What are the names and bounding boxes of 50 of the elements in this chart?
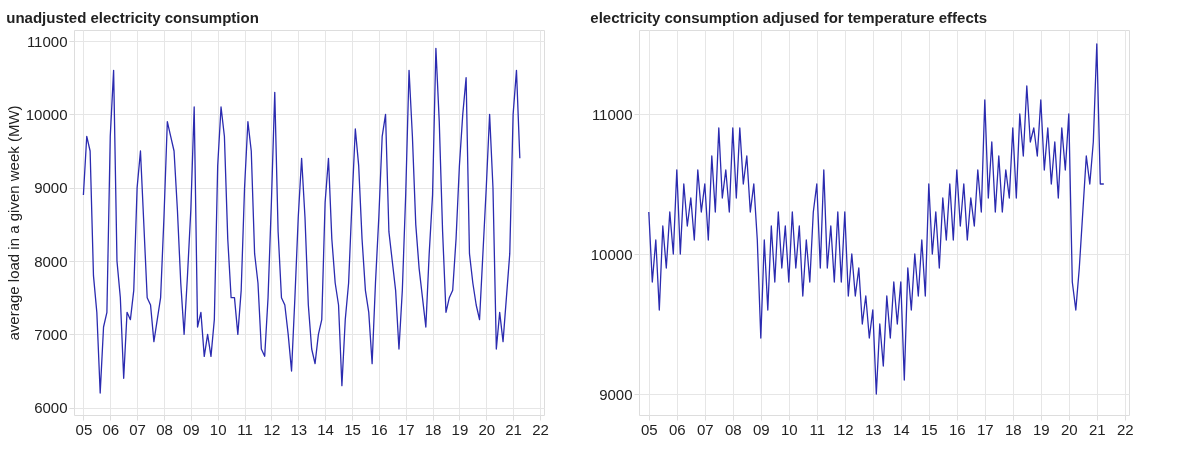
y-tick-label: 11000 (26, 32, 68, 50)
x-tick-label: 06 (102, 420, 120, 438)
x-tick-label: 09 (182, 420, 200, 438)
x-tick-label: 14 (892, 420, 910, 438)
x-tick-label: 05 (640, 420, 658, 438)
x-tick-label: 09 (752, 420, 770, 438)
x-tick-label: 13 (864, 420, 882, 438)
x-tick-label: 18 (1004, 420, 1022, 438)
x-tick-label: 06 (668, 420, 686, 438)
x-tick-label: 16 (370, 420, 388, 438)
x-tick-label: 22 (1116, 420, 1134, 438)
x-tick-label: 05 (75, 420, 93, 438)
x-tick-label: 11 (237, 420, 253, 438)
x-tick-label: 16 (948, 420, 966, 438)
x-tick-label: 08 (156, 420, 173, 438)
x-tick-label: 12 (263, 420, 281, 438)
y-tick-label: 10000 (25, 105, 68, 123)
x-tick-label: 10 (209, 420, 227, 438)
x-tick-label: 14 (317, 420, 334, 438)
x-tick-label: 22 (532, 420, 549, 438)
x-tick-label: 15 (344, 420, 361, 438)
x-tick-label: 10 (780, 420, 798, 438)
x-tick-label: 11 (809, 420, 826, 438)
x-tick-label: 17 (976, 420, 994, 438)
x-tick-label: 08 (724, 420, 742, 438)
line-series (648, 43, 1105, 395)
x-tick-label: 12 (836, 420, 854, 438)
x-tick-label: 20 (1060, 420, 1078, 438)
y-axis-title: average load in a given week (MW) (4, 105, 22, 341)
x-tick-label: 07 (129, 420, 146, 438)
y-tick-label: 9000 (599, 385, 633, 403)
x-tick-label: 17 (397, 420, 415, 438)
x-tick-label: 20 (478, 420, 496, 438)
y-tick-label: 7000 (34, 325, 68, 343)
x-tick-label: 21 (1088, 420, 1106, 438)
x-tick-label: 19 (451, 420, 469, 438)
y-tick-label: 6000 (34, 399, 68, 417)
x-tick-label: 15 (920, 420, 938, 438)
y-tick-label: 9000 (34, 179, 68, 197)
chart-title: unadjusted electricity consumption (6, 9, 259, 26)
x-tick-label: 07 (696, 420, 714, 438)
x-tick-label: 13 (290, 420, 308, 438)
y-tick-label: 8000 (34, 252, 68, 270)
x-tick-label: 18 (424, 420, 442, 438)
y-tick-label: 10000 (590, 245, 633, 263)
line-series (82, 47, 521, 394)
x-tick-label: 21 (505, 420, 522, 438)
y-tick-label: 11000 (591, 105, 633, 123)
chart-title: electricity consumption adjused for temperature effects (590, 9, 988, 26)
x-tick-label: 19 (1032, 420, 1050, 438)
